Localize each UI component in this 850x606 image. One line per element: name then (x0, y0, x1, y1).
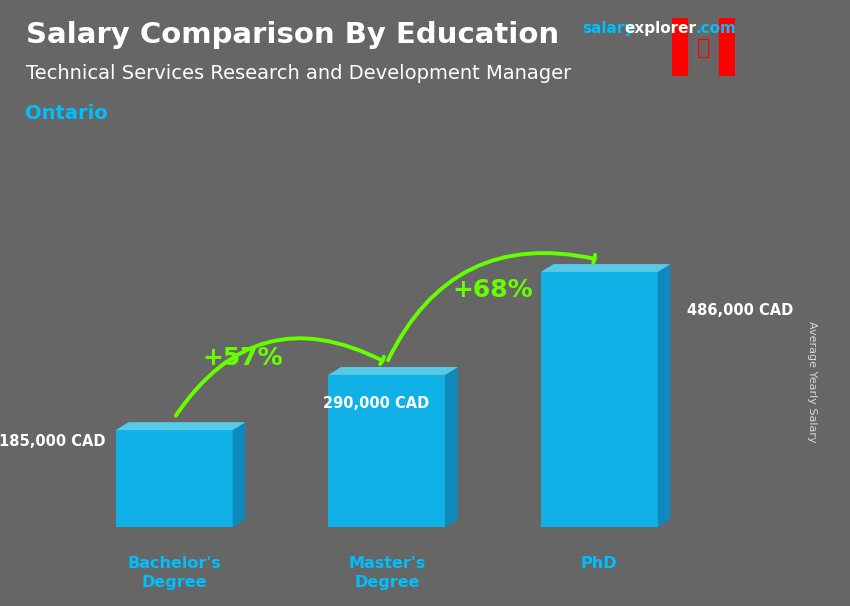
Polygon shape (116, 430, 233, 527)
Text: 185,000 CAD: 185,000 CAD (0, 435, 105, 450)
Text: Average Yearly Salary: Average Yearly Salary (807, 321, 817, 442)
Text: Ontario: Ontario (26, 104, 108, 123)
Text: 486,000 CAD: 486,000 CAD (688, 303, 794, 318)
Text: Salary Comparison By Education: Salary Comparison By Education (26, 21, 558, 49)
Polygon shape (328, 375, 445, 527)
Bar (719, 18, 735, 76)
Polygon shape (541, 272, 658, 527)
Text: 290,000 CAD: 290,000 CAD (323, 396, 429, 411)
Polygon shape (328, 367, 458, 375)
Text: PhD: PhD (581, 556, 618, 571)
Text: Master's
Degree: Master's Degree (348, 556, 425, 590)
Text: .com: .com (695, 21, 736, 36)
Text: +57%: +57% (202, 346, 282, 370)
Text: salary: salary (582, 21, 635, 36)
Text: Bachelor's
Degree: Bachelor's Degree (128, 556, 221, 590)
Bar (672, 18, 688, 76)
Polygon shape (116, 422, 246, 430)
Polygon shape (541, 264, 671, 272)
Text: explorer: explorer (625, 21, 697, 36)
Polygon shape (658, 264, 671, 527)
Polygon shape (445, 367, 458, 527)
Polygon shape (233, 422, 246, 527)
Text: 🍁: 🍁 (697, 38, 710, 58)
Text: Technical Services Research and Development Manager: Technical Services Research and Developm… (26, 64, 570, 82)
Text: +68%: +68% (453, 278, 533, 302)
